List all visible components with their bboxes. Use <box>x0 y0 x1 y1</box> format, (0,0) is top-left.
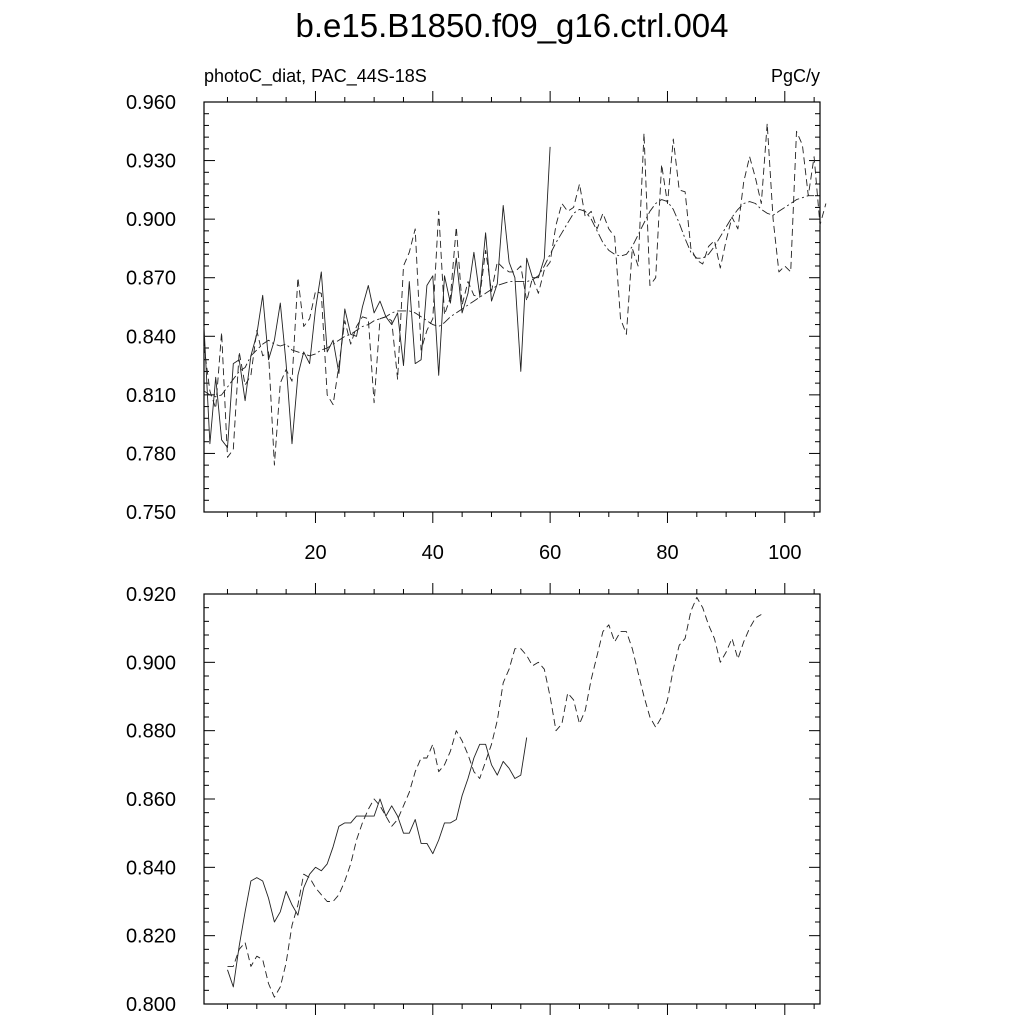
y-tick-label: 0.800 <box>126 994 176 1016</box>
y-tick-label: 0.930 <box>126 151 176 173</box>
y-tick-label: 0.920 <box>126 584 176 606</box>
y-tick-label: 0.960 <box>126 92 176 114</box>
chart-panel-2: 0.800 0.820 0.840 0.860 0.880 0.900 0.920 <box>126 583 821 1016</box>
chart-title: b.e15.B1850.f09_g16.ctrl.004 <box>295 7 728 44</box>
series-line-solid <box>203 146 551 449</box>
panel-units-label: PgC/y <box>771 66 820 86</box>
series-line-solid <box>227 737 528 988</box>
series-line-dash-dot <box>203 195 815 398</box>
y-tick-label: 0.870 <box>126 268 176 290</box>
x-tick-label: 40 <box>422 542 444 564</box>
y-tick-label: 0.750 <box>126 502 176 524</box>
y-tick-label: 0.880 <box>126 721 176 743</box>
y-tick-label: 0.900 <box>126 209 176 231</box>
y-tick-label: 0.840 <box>126 326 176 348</box>
y-tick-label: 0.900 <box>126 652 176 674</box>
x-tick-label: 100 <box>768 542 801 564</box>
x-tick-label: 80 <box>656 542 678 564</box>
plot-frame <box>203 593 821 1005</box>
series-line-dashed <box>203 123 827 466</box>
y-tick-label: 0.780 <box>126 443 176 465</box>
plot-frame <box>203 101 821 513</box>
y-tick-label: 0.860 <box>126 789 176 811</box>
y-tick-label: 0.840 <box>126 857 176 879</box>
y-tick-label: 0.820 <box>126 926 176 948</box>
chart-panel-1: 0.750 0.780 0.810 0.840 0.870 0.900 0.930 0.960… <box>126 91 827 564</box>
y-tick-label: 0.810 <box>126 385 176 407</box>
panel-variable-label: photoC_diat, PAC_44S-18S <box>204 66 427 87</box>
x-tick-label: 20 <box>304 542 326 564</box>
series-line-dashed <box>227 596 762 998</box>
x-tick-label: 60 <box>539 542 561 564</box>
